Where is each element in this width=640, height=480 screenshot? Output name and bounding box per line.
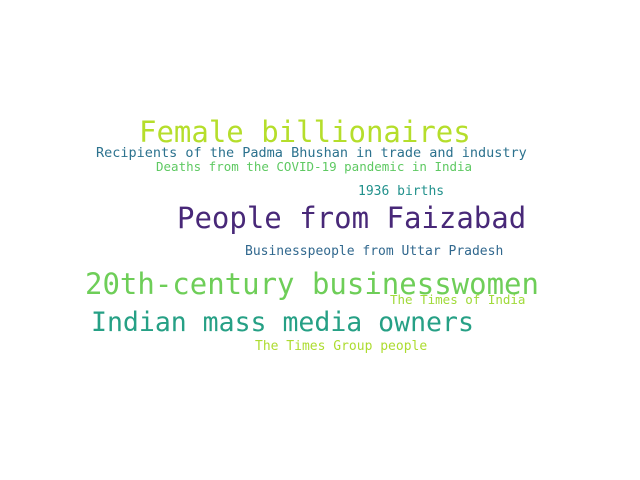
word-people-from-faizabad: People from Faizabad [177, 201, 527, 235]
word-indian-mass-media-owners: Indian mass media owners [91, 307, 474, 338]
word-padma-bhushan-recipients: Recipients of the Padma Bhushan in trade… [96, 145, 527, 161]
word-female-billionaires: Female billionaires [139, 115, 471, 149]
word-times-group-people: The Times Group people [255, 339, 428, 354]
word-the-times-of-india: The Times of India [390, 292, 526, 307]
word-20th-century-businesswomen: 20th-century businesswomen [85, 267, 539, 301]
word-businesspeople-uttar-pradesh: Businesspeople from Uttar Pradesh [245, 244, 504, 259]
word-1936-births: 1936 births [358, 184, 445, 199]
word-covid-deaths: Deaths from the COVID-19 pandemic in Ind… [156, 159, 473, 174]
